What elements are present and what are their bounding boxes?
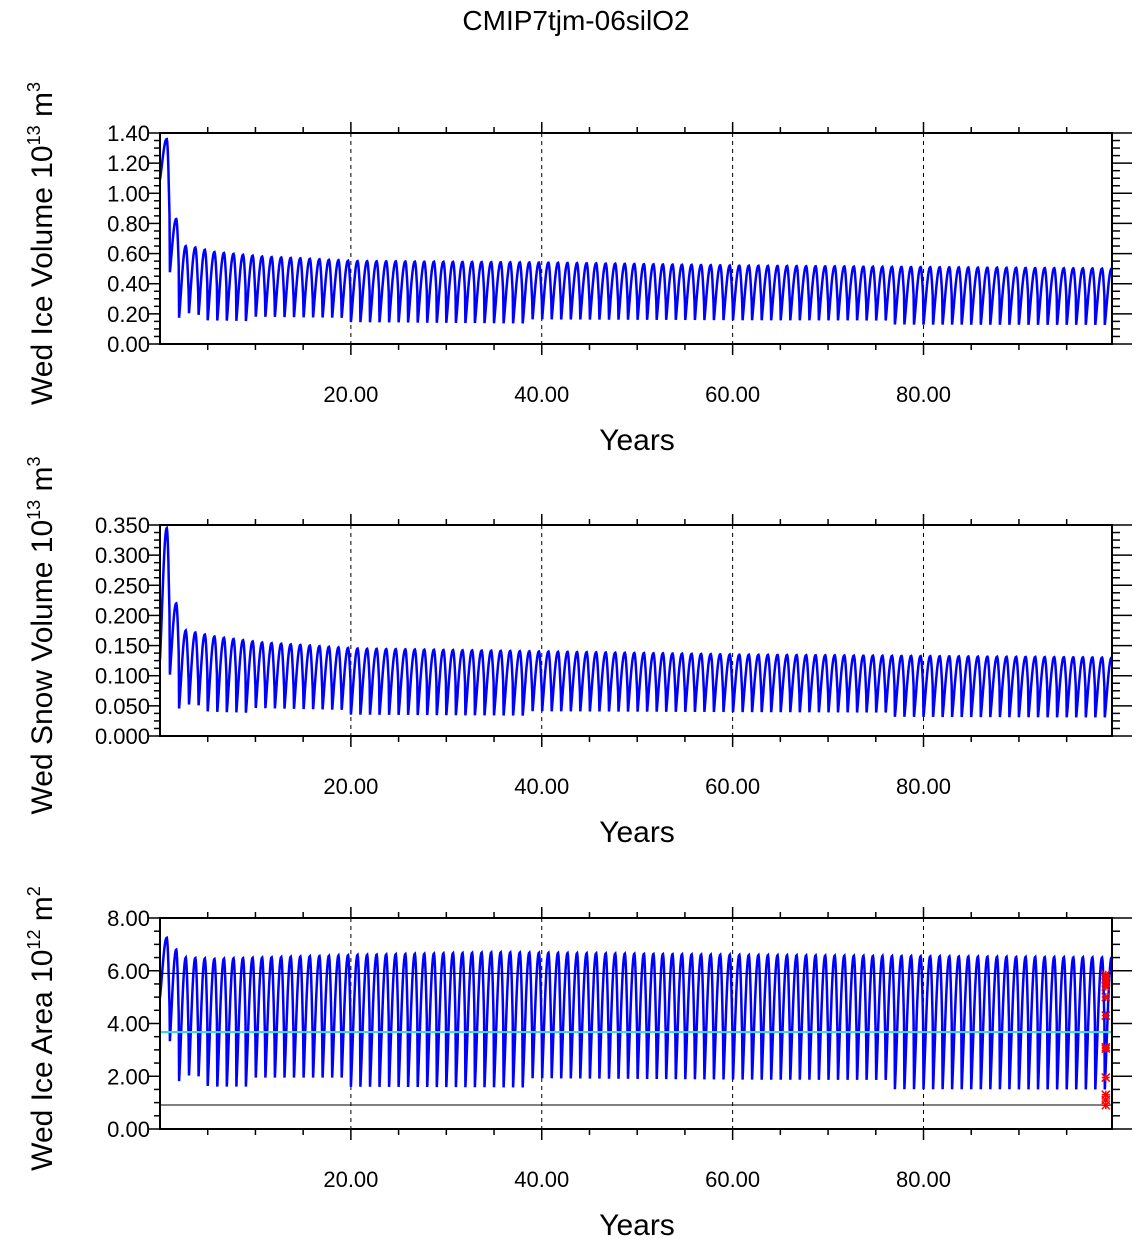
y-label-exp: 12 xyxy=(24,930,44,950)
y-tick-label: 1.40 xyxy=(107,121,150,146)
y-label-exp: 13 xyxy=(24,125,44,145)
marker-star xyxy=(1101,992,1111,1002)
y-tick-label: 6.00 xyxy=(107,959,150,984)
marker-stroke xyxy=(1101,982,1111,992)
chart-title: CMIP7tjm-06silO2 xyxy=(462,5,689,36)
x-tick-label: 20.00 xyxy=(323,774,378,799)
y-tick-label: 1.00 xyxy=(107,181,150,206)
y-axis-label: Wed Snow Volume 1013 m3 xyxy=(24,457,59,815)
y-label-unit: m xyxy=(26,92,59,125)
x-tick-label: 60.00 xyxy=(705,1167,760,1192)
y-tick-label: 0.200 xyxy=(95,603,150,628)
series-line xyxy=(158,137,1114,326)
y-tick-label: 0.20 xyxy=(107,302,150,327)
y-tick-label: 2.00 xyxy=(107,1064,150,1089)
x-axis-label: Years xyxy=(599,424,675,457)
x-tick-label: 20.00 xyxy=(323,1167,378,1192)
marker-star xyxy=(1101,1044,1111,1054)
x-tick-label: 60.00 xyxy=(705,382,760,407)
y-label-unit-exp: 2 xyxy=(24,886,44,896)
x-tick-label: 40.00 xyxy=(514,774,569,799)
y-axis-label: Wed Ice Volume 1013 m3 xyxy=(24,82,59,405)
y-tick-label: 0.100 xyxy=(95,664,150,689)
y-label-unit-exp: 3 xyxy=(24,457,44,467)
y-tick-label: 0.300 xyxy=(95,543,150,568)
x-tick-label: 60.00 xyxy=(705,774,760,799)
panel-2: 20.00 40.00 60.00 80.00 Years 0.000 0.050 0.100… xyxy=(24,457,1132,849)
y-tick-label: 8.00 xyxy=(107,906,150,931)
series-line xyxy=(158,935,1114,1090)
y-tick-label: 0.40 xyxy=(107,272,150,297)
x-tick-label: 80.00 xyxy=(896,1167,951,1192)
y-label-unit: m xyxy=(26,896,59,929)
y-tick-label: 0.80 xyxy=(107,211,150,236)
x-axis-label: Years xyxy=(599,816,675,849)
marker-star xyxy=(1101,1011,1111,1021)
marker-star xyxy=(1101,982,1111,992)
y-tick-label: 0.250 xyxy=(95,573,150,598)
panel-3: 20.00 40.00 60.00 80.00 Years 0.00 2.00 4.00 6.0… xyxy=(24,886,1132,1241)
y-tick-label: 0.000 xyxy=(95,724,150,749)
y-tick-label: 0.00 xyxy=(107,1117,150,1142)
x-axis-label: Years xyxy=(599,1209,675,1241)
x-tick-label: 40.00 xyxy=(514,1167,569,1192)
y-tick-label: 4.00 xyxy=(107,1012,150,1037)
series-line xyxy=(158,525,1114,718)
y-label-main: Wed Ice Area 10 xyxy=(26,950,59,1171)
y-label-main: Wed Snow Volume 10 xyxy=(26,520,59,815)
panel-1: 20.00 40.00 60.00 80.00 Years 0.00 0.20 0.40 0.6… xyxy=(24,82,1132,457)
y-tick-label: 0.60 xyxy=(107,242,150,267)
marker-star xyxy=(1101,1073,1111,1083)
y-label-main: Wed Ice Volume 10 xyxy=(26,145,59,405)
y-tick-label: 0.350 xyxy=(95,513,150,538)
marker-stroke xyxy=(1101,1073,1111,1083)
y-tick-label: 0.050 xyxy=(95,694,150,719)
y-axis-label: Wed Ice Area 1012 m2 xyxy=(24,886,59,1171)
x-tick-label: 80.00 xyxy=(896,382,951,407)
marker-stroke xyxy=(1101,992,1111,1002)
x-tick-label: 40.00 xyxy=(514,382,569,407)
marker-star xyxy=(1101,1100,1111,1110)
y-tick-label: 1.20 xyxy=(107,151,150,176)
y-label-unit-exp: 3 xyxy=(24,82,44,92)
marker-stroke xyxy=(1101,1011,1111,1021)
x-tick-label: 80.00 xyxy=(896,774,951,799)
y-tick-label: 0.00 xyxy=(107,332,150,357)
y-tick-label: 0.150 xyxy=(95,634,150,659)
x-tick-label: 20.00 xyxy=(323,382,378,407)
y-label-exp: 13 xyxy=(24,500,44,520)
marker-stroke xyxy=(1101,1044,1111,1054)
y-label-unit: m xyxy=(26,467,59,500)
marker-stroke xyxy=(1101,1100,1111,1110)
